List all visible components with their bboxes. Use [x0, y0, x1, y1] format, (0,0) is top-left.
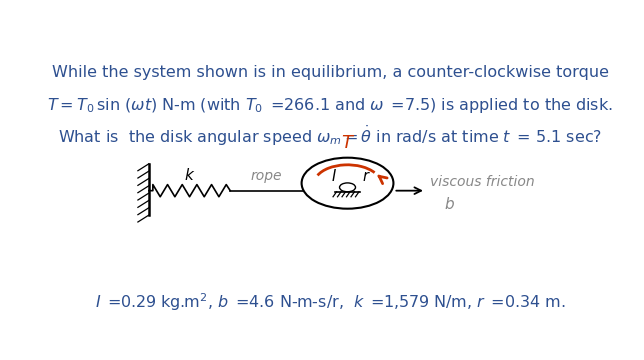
Text: viscous friction: viscous friction	[430, 175, 535, 189]
Text: rope: rope	[251, 169, 282, 183]
Text: $I$: $I$	[330, 168, 337, 184]
Text: $T$: $T$	[341, 134, 355, 152]
Text: $r$: $r$	[362, 169, 371, 184]
Text: $b$: $b$	[444, 196, 455, 212]
Text: While the system shown is in equilibrium, a counter-clockwise torque: While the system shown is in equilibrium…	[52, 65, 609, 80]
Text: $I\,$ =0.29 kg.m$^2$, $b\,$ =4.6 N-m-s/r,  $k\,$ =1,579 N/m, $r\,$ =0.34 m.: $I\,$ =0.29 kg.m$^2$, $b\,$ =4.6 N-m-s/r…	[95, 292, 565, 313]
Text: $T = T_0\,\sin\,(\omega t)$ N-m (with $T_0\,$ =266.1 and $\omega\,$ =7.5) is app: $T = T_0\,\sin\,(\omega t)$ N-m (with $T…	[47, 96, 613, 115]
Text: $k$: $k$	[184, 167, 195, 183]
Text: What is  the disk angular speed $\omega_m = \dot{\theta}$ in rad/s at time $t\,$: What is the disk angular speed $\omega_m…	[58, 124, 602, 148]
